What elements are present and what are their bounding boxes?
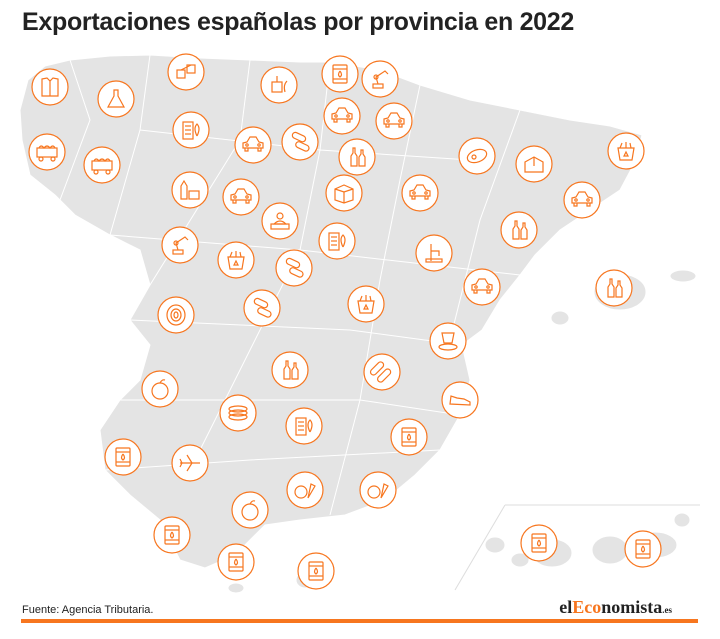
recycling-icon [217,241,255,279]
plane-icon [171,444,209,482]
canary-inset-border [454,504,506,591]
battery-icon [172,111,210,149]
cardboard-box-icon [325,174,363,212]
tires-icon [157,296,195,334]
steel-beams-icon [167,53,205,91]
ibiza-shape [550,310,570,326]
packaging-icon [515,145,553,183]
oil-barrel-icon [297,552,335,590]
orange-icon [231,491,269,529]
oil-barrel-icon [217,543,255,581]
sculpture-icon [261,202,299,240]
robot-arm-icon [161,226,199,264]
faucet-icon [415,234,453,272]
car-icon [375,102,413,140]
logo-part: el [559,597,573,617]
oil-barrel-icon [104,438,142,476]
shirt-icon [31,68,69,106]
logo-highlight: Eco [572,597,602,617]
source-note: Fuente: Agencia Tributaria. [22,604,154,616]
oil-barrel-icon [624,530,662,568]
logo-part: nomista [601,597,663,617]
logo-suffix: .es [662,605,672,615]
pills-icon [275,249,313,287]
fruits-vegetables-icon [359,471,397,509]
car-icon [222,178,260,216]
dairy-icon [171,171,209,209]
oil-barrel-icon [390,418,428,456]
car-icon [463,268,501,306]
bottles-icon [338,138,376,176]
pills-icon [281,123,319,161]
flask-icon [97,80,135,118]
meat-icon [458,137,496,175]
car-icon [323,97,361,135]
wire-coils-icon [219,394,257,432]
menorca-shape [669,269,697,283]
battery-icon [285,407,323,445]
car-icon [234,126,272,164]
page-title: Exportaciones españolas por provincia en… [22,8,574,36]
peninsula-shape [19,54,643,569]
battery-icon [318,222,356,260]
oil-barrel-icon [520,524,558,562]
ceramics-icon [429,322,467,360]
pipes-icon [363,353,401,391]
pills-icon [243,289,281,327]
orange-icon [141,370,179,408]
bottles-icon [500,211,538,249]
car-icon [401,174,439,212]
oil-barrel-icon [321,55,359,93]
bottles-icon [271,351,309,389]
shoe-icon [441,381,479,419]
car-icon [563,181,601,219]
footer-rule [21,619,698,623]
eleconomista-logo: elEconomista.es [559,597,672,618]
oil-barrel-icon [153,516,191,554]
robot-arm-icon [361,60,399,98]
bottles-icon [595,269,633,307]
paper-mill-icon [260,66,298,104]
recycling-icon [347,285,385,323]
mining-cart-icon [83,146,121,184]
ceuta-shape [227,582,245,594]
recycling-icon [607,132,645,170]
fruits-vegetables-icon [286,471,324,509]
mining-cart-icon [28,133,66,171]
